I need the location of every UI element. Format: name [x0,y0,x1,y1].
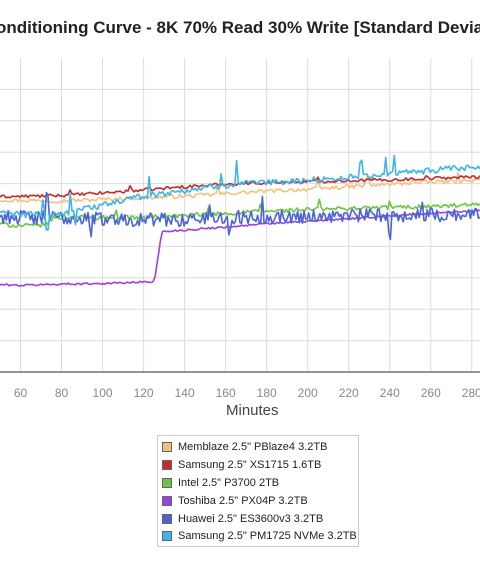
series-line-samsung-2-5-xs1715-1-6tb [0,175,480,199]
legend-label-samsung-xs1715: Samsung 2.5" XS1715 1.6TB [178,458,322,471]
series-line-samsung-2-5-pm1725-nvme-3-2tb [0,154,480,231]
legend: Memblaze 2.5" PBlaze4 3.2TB Samsung 2.5"… [157,435,359,547]
legend-label-intel-p3700: Intel 2.5" P3700 2TB [178,476,280,489]
x-tick-label-260: 260 [421,386,441,400]
x-tick-label-100: 100 [93,386,113,400]
x-tick-label-160: 160 [216,386,236,400]
series-line-huawei-2-5-es3600v3-3-2tb [0,191,480,241]
x-axis-label: Minutes [226,402,279,419]
legend-label-samsung-pm1725: Samsung 2.5" PM1725 NVMe 3.2TB [178,530,357,543]
x-tick-label-220: 220 [339,386,359,400]
legend-label-toshiba-px04p: Toshiba 2.5" PX04P 3.2TB [178,494,308,507]
legend-item-toshiba-px04p[interactable]: Toshiba 2.5" PX04P 3.2TB [162,492,358,510]
legend-item-memblaze[interactable]: Memblaze 2.5" PBlaze4 3.2TB [162,438,358,456]
chart-title: onditioning Curve - 8K 70% Read 30% Writ… [0,18,480,37]
x-tick-label-80: 80 [55,386,69,400]
legend-swatch-huawei-es3600v3 [162,513,172,524]
legend-label-huawei-es3600v3: Huawei 2.5" ES3600v3 3.2TB [178,512,324,525]
x-tick-label-60: 60 [14,386,28,400]
legend-item-samsung-pm1725[interactable]: Samsung 2.5" PM1725 NVMe 3.2TB [162,527,358,545]
legend-swatch-memblaze [162,441,172,452]
legend-swatch-intel-p3700 [162,477,172,488]
x-tick-label-280: 280 [462,386,480,400]
x-tick-label-120: 120 [134,386,154,400]
series-line-intel-2-5-p3700-2tb [0,198,480,228]
legend-item-samsung-xs1715[interactable]: Samsung 2.5" XS1715 1.6TB [162,456,358,474]
x-tick-label-140: 140 [175,386,195,400]
x-axis: 60 80 100 120 140 160 180 200 220 240 260 280 [0,371,480,400]
legend-item-huawei-es3600v3[interactable]: Huawei 2.5" ES3600v3 3.2TB [162,510,358,528]
legend-swatch-samsung-pm1725 [162,531,172,542]
legend-swatch-toshiba-px04p [162,495,172,506]
x-tick-label-200: 200 [298,386,318,400]
series-lines [0,154,480,287]
legend-label-memblaze: Memblaze 2.5" PBlaze4 3.2TB [178,440,328,453]
legend-swatch-samsung-xs1715 [162,459,172,470]
x-tick-label-240: 240 [380,386,400,400]
legend-item-intel-p3700[interactable]: Intel 2.5" P3700 2TB [162,474,358,492]
series-line-memblaze-2-5-pblaze4-3-2tb [0,171,480,204]
x-tick-label-180: 180 [257,386,277,400]
